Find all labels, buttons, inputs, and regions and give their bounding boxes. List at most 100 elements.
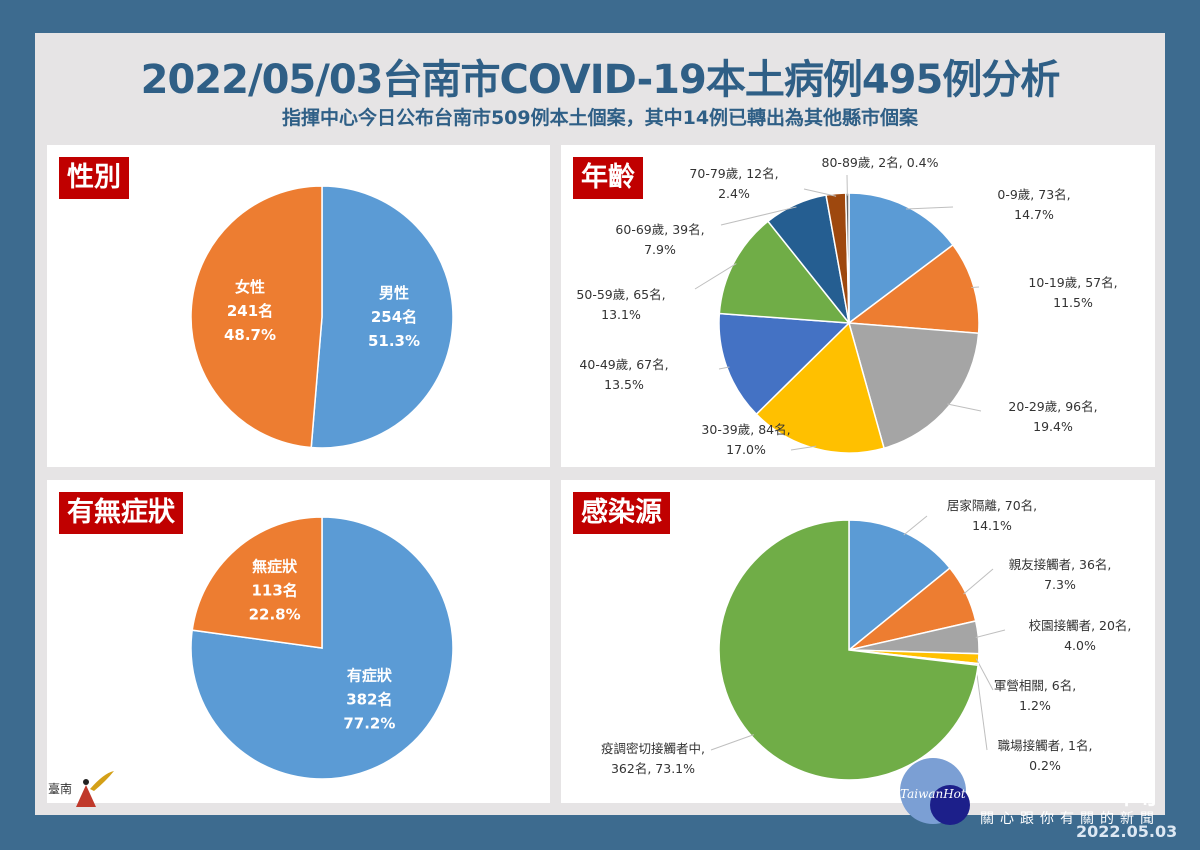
slice-label-pct: 77.2%: [343, 714, 395, 732]
slice-label-line2: 0.2%: [1029, 758, 1061, 773]
slice-label: 20-29歲, 96名, 19.4%: [1008, 399, 1097, 434]
symptom-panel: 有症狀 382名 77.2% 無症狀 113名 22.8% 有無症狀: [47, 480, 550, 803]
slice-label-pct: 48.7%: [224, 326, 276, 344]
slice-label: 60-69歲, 39名, 7.9%: [615, 222, 704, 257]
svg-text:臺南: 臺南: [48, 781, 72, 796]
slice-label-line2: 1.2%: [1019, 698, 1051, 713]
slice-label-line1: 30-39歲, 84名,: [701, 422, 790, 437]
slice-label-name: 男性: [379, 284, 409, 302]
age-panel: 0-9歲, 73名, 14.7% 10-19歲, 57名, 11.5% 20-29歲, …: [561, 145, 1155, 467]
leader-line: [947, 403, 982, 412]
pie-slice: [310, 185, 454, 449]
slice-label-line2: 13.5%: [604, 377, 644, 392]
slice-label: 女性 241名 48.7%: [224, 278, 276, 344]
slice-label-line1: 40-49歲, 67名,: [579, 357, 668, 372]
leader-line: [905, 206, 954, 210]
slice-label-line2: 7.3%: [1044, 577, 1076, 592]
taiwanhot-logo: TaiwanHot: [900, 758, 970, 825]
pie-slice: [846, 243, 980, 335]
slice-label-line1: 軍營相關, 6名,: [994, 678, 1076, 693]
page-subtitle: 指揮中心今日公布台南市509例本土個案，其中14例已轉出為其他縣市個案: [281, 107, 919, 129]
slice-label-line1: 居家隔離, 70名,: [947, 498, 1037, 513]
pie-slice: [190, 185, 323, 449]
slice-label: 0-9歲, 73名, 14.7%: [997, 187, 1070, 222]
slice-label-line2: 7.9%: [644, 242, 676, 257]
watermark-big-char: 聞: [1122, 771, 1159, 812]
slice-label: 30-39歲, 84名, 17.0%: [701, 422, 790, 457]
slice-label-name: 無症狀: [252, 558, 298, 576]
slice-label-line2: 11.5%: [1053, 295, 1093, 310]
slice-label: 70-79歲, 12名, 2.4%: [689, 166, 778, 201]
slice-label-line1: 10-19歲, 57名,: [1028, 275, 1117, 290]
slice-label-count: 241名: [227, 302, 273, 320]
slice-label-count: 382名: [346, 690, 392, 708]
slice-label: 居家隔離, 70名, 14.1%: [947, 498, 1037, 533]
slice-label-name: 有症狀: [347, 666, 393, 684]
source-title-tag: 感染源: [573, 492, 670, 534]
slice-label-name: 女性: [235, 278, 265, 296]
page-title: 2022/05/03台南市COVID-19本土病例495例分析: [140, 57, 1061, 103]
slice-label-line1: 疫調密切接觸者中,: [601, 741, 705, 756]
slice-label-line1: 親友接觸者, 36名,: [1009, 557, 1112, 572]
slice-label-line1: 職場接觸者, 1名,: [998, 738, 1093, 753]
symptom-pie-chart: 有症狀 382名 77.2% 無症狀 113名 22.8%: [190, 516, 454, 780]
slice-label-line2: 13.1%: [601, 307, 641, 322]
slice-label-count: 254名: [371, 308, 417, 326]
pie-slice: [191, 516, 323, 649]
slice-label-line1: 60-69歲, 39名,: [615, 222, 704, 237]
leader-line: [975, 664, 988, 751]
slice-label-line2: 14.7%: [1014, 207, 1054, 222]
slice-label-line2: 17.0%: [726, 442, 766, 457]
slice-label: 職場接觸者, 1名, 0.2%: [998, 738, 1093, 773]
source-panel: 居家隔離, 70名, 14.1% 親友接觸者, 36名, 7.3% 校園接觸者, 20名…: [561, 480, 1155, 803]
slice-label-line2: 2.4%: [718, 186, 750, 201]
leader-line: [718, 366, 730, 370]
slice-label-line1: 校園接觸者, 20名,: [1029, 618, 1132, 633]
symptom-title-tag: 有無症狀: [59, 492, 183, 534]
slice-label: 無症狀 113名 22.8%: [249, 558, 301, 624]
slice-label-line2: 14.1%: [972, 518, 1012, 533]
leader-line: [790, 445, 817, 451]
watermark-date: 2022.05.03: [1076, 822, 1178, 841]
slice-label-line2: 4.0%: [1064, 638, 1096, 653]
slice-label: 10-19歲, 57名, 11.5%: [1028, 275, 1117, 310]
leader-line: [975, 629, 1006, 638]
slice-label-line1: 0-9歲, 73名,: [997, 187, 1070, 202]
slice-label: 男性 254名 51.3%: [368, 284, 420, 350]
slice-label-pct: 51.3%: [368, 332, 420, 350]
age-title-tag: 年齡: [573, 157, 643, 199]
pie-slice: [718, 220, 851, 324]
gender-title-tag: 性別: [59, 157, 129, 199]
pie-slice: [847, 322, 980, 450]
pie-slice: [755, 321, 885, 454]
source-pie-chart: 居家隔離, 70名, 14.1% 親友接觸者, 36名, 7.3% 校園接觸者, 20名…: [601, 498, 1132, 781]
slice-label-line1: 20-29歲, 96名,: [1008, 399, 1097, 414]
slice-label: 40-49歲, 67名, 13.5%: [579, 357, 668, 392]
pie-slice: [718, 519, 979, 781]
slice-label-line1: 80-89歲, 2名, 0.4%: [822, 155, 939, 170]
slice-label-pct: 22.8%: [249, 606, 301, 624]
slice-label: 親友接觸者, 36名, 7.3%: [1009, 557, 1112, 592]
slice-label-line1: 50-59歲, 65名,: [576, 287, 665, 302]
leader-line: [694, 263, 737, 290]
slice-label: 校園接觸者, 20名, 4.0%: [1029, 618, 1132, 653]
slice-label-count: 113名: [251, 582, 297, 600]
tainan-city-logo: 臺南: [48, 771, 114, 807]
age-pie-chart: 0-9歲, 73名, 14.7% 10-19歲, 57名, 11.5% 20-29歲, …: [576, 155, 1117, 457]
slice-label-line2: 362名, 73.1%: [611, 761, 695, 776]
slice-label: 50-59歲, 65名, 13.1%: [576, 287, 665, 322]
slice-label: 疫調密切接觸者中, 362名, 73.1%: [601, 741, 705, 776]
taiwanhot-brand-text: TaiwanHot: [900, 787, 966, 801]
leader-line: [803, 188, 837, 197]
pie-slice: [848, 519, 951, 652]
slice-label-line2: 19.4%: [1033, 419, 1073, 434]
leader-line: [710, 734, 754, 751]
leader-line: [720, 206, 797, 226]
slice-label-line1: 70-79歲, 12名,: [689, 166, 778, 181]
slice-label: 80-89歲, 2名, 0.4%: [822, 155, 939, 170]
leader-line: [903, 515, 928, 536]
slice-label: 有症狀 382名 77.2%: [343, 666, 395, 732]
watermark-slogan: 關心跟你有關的新聞: [980, 811, 1160, 827]
leader-line: [963, 568, 994, 595]
gender-pie-chart: 男性 254名 51.3% 女性 241名 48.7%: [190, 185, 454, 449]
